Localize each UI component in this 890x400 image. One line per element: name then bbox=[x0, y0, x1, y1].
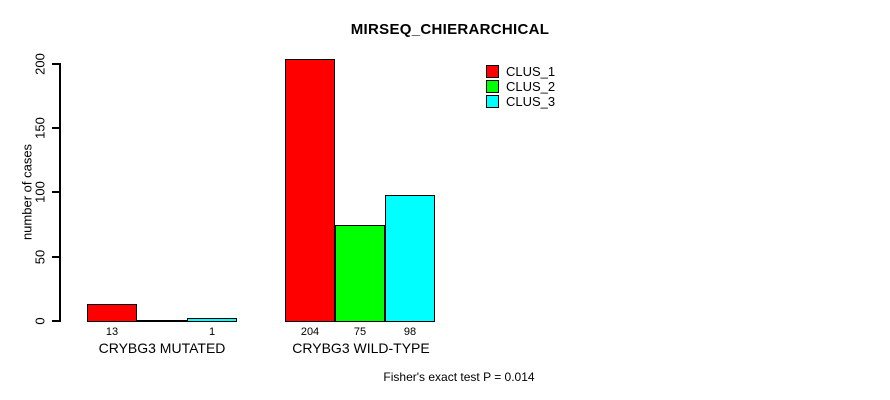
legend-label-clus3: CLUS_3 bbox=[506, 94, 556, 109]
bar-mutated-clus3 bbox=[187, 318, 237, 322]
bar-value-label-wildtype-clus2: 75 bbox=[353, 326, 367, 338]
bar-value-label-mutated-clus3: 1 bbox=[208, 326, 216, 338]
y-tick-label-50: 50 bbox=[32, 249, 48, 265]
y-tick-label-0: 0 bbox=[32, 317, 48, 325]
x-category-label-mutated: CRYBG3 MUTATED bbox=[98, 340, 226, 356]
y-tick-150 bbox=[52, 127, 60, 129]
y-axis-title: number of cases bbox=[19, 143, 35, 241]
legend-row-clus2: CLUS_2 bbox=[486, 79, 555, 94]
bar-mutated-clus2 bbox=[137, 320, 187, 322]
legend-swatch-clus3-icon bbox=[486, 95, 499, 108]
legend-swatch-clus2-icon bbox=[486, 80, 499, 93]
legend-label-clus1: CLUS_1 bbox=[506, 64, 556, 79]
legend-row-clus1: CLUS_1 bbox=[486, 64, 555, 79]
bar-value-label-wildtype-clus3: 98 bbox=[403, 326, 417, 338]
bar-wildtype-clus2 bbox=[335, 225, 385, 322]
legend-swatch-clus1-icon bbox=[486, 65, 499, 78]
chart-title: MIRSEQ_CHIERARCHICAL bbox=[350, 21, 550, 38]
bar-value-label-wildtype-clus1: 204 bbox=[300, 326, 320, 338]
y-axis-line bbox=[59, 63, 61, 322]
legend-row-clus3: CLUS_3 bbox=[486, 94, 555, 109]
y-tick-100 bbox=[52, 191, 60, 193]
y-tick-50 bbox=[52, 256, 60, 258]
legend: CLUS_1 CLUS_2 CLUS_3 bbox=[486, 64, 555, 109]
y-tick-label-200: 200 bbox=[32, 53, 48, 75]
y-tick-200 bbox=[52, 63, 60, 65]
bar-wildtype-clus3 bbox=[385, 195, 435, 322]
bar-wildtype-clus1 bbox=[285, 59, 335, 322]
annotation-fishers-test: Fisher's exact test P = 0.014 bbox=[383, 370, 535, 384]
legend-label-clus2: CLUS_2 bbox=[506, 79, 556, 94]
bar-value-label-mutated-clus1: 13 bbox=[105, 326, 119, 338]
y-tick-0 bbox=[52, 320, 60, 322]
y-tick-label-100: 100 bbox=[32, 181, 48, 203]
y-tick-label-150: 150 bbox=[32, 117, 48, 139]
x-category-label-wildtype: CRYBG3 WILD-TYPE bbox=[292, 340, 430, 356]
bar-mutated-clus1 bbox=[87, 304, 137, 322]
